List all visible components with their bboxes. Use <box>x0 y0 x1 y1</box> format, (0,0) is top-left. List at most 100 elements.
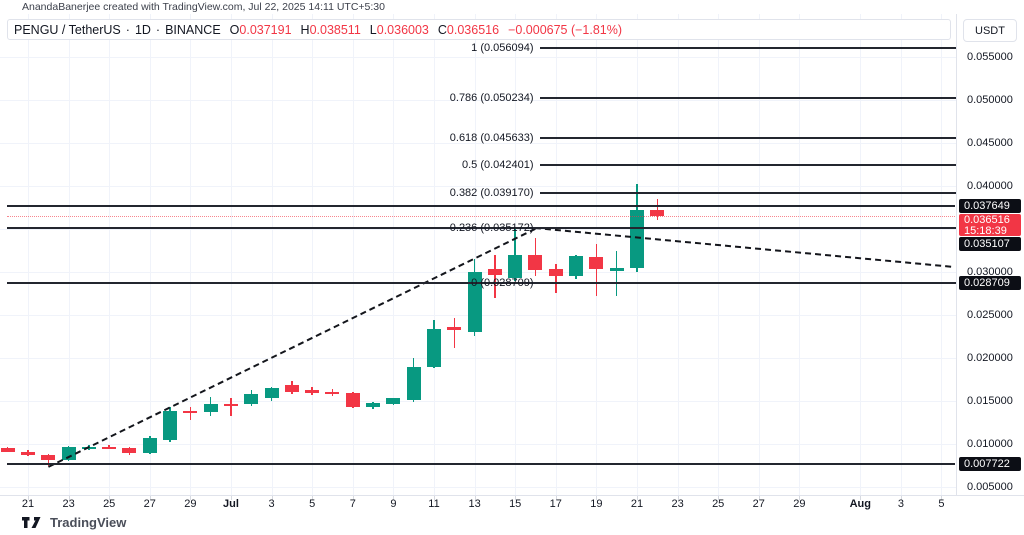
candle-body[interactable] <box>508 254 523 279</box>
candle-body[interactable] <box>406 366 421 401</box>
horizontal-gridline <box>0 229 956 230</box>
legend-close-label: C <box>437 22 447 37</box>
horizontal-gridline <box>0 444 956 445</box>
vertical-gridline <box>677 14 679 495</box>
fib-level-line[interactable] <box>539 46 956 49</box>
fib-level-line[interactable] <box>539 136 956 139</box>
horizontal-price-line[interactable] <box>7 205 955 208</box>
horizontal-price-line[interactable] <box>7 462 955 465</box>
candle-body[interactable] <box>61 447 76 460</box>
candle-body[interactable] <box>548 269 563 277</box>
legend-open-value: 0.037191 <box>239 22 292 37</box>
candle-body[interactable] <box>366 403 381 407</box>
time-axis-label: 27 <box>752 498 765 510</box>
candle-wick <box>453 317 456 348</box>
price-badge: 0.028709 <box>959 276 1021 291</box>
price-axis-label: 0.025000 <box>967 309 1013 321</box>
candle-body[interactable] <box>487 269 502 275</box>
horizontal-gridline <box>0 401 956 402</box>
candle-wick <box>555 264 557 294</box>
candle-body[interactable] <box>102 446 117 449</box>
attribution-text: AnandaBanerjee created with TradingView.… <box>22 1 385 13</box>
time-axis-label: 25 <box>712 498 725 510</box>
candle-body[interactable] <box>264 388 279 399</box>
candle-body[interactable] <box>467 272 482 333</box>
candle-wick <box>230 398 232 416</box>
time-axis-tick <box>860 496 862 500</box>
candle-body[interactable] <box>629 210 644 268</box>
bar-countdown: 15:18:39 <box>964 225 1007 238</box>
candle-body[interactable] <box>0 448 15 452</box>
time-axis-tick <box>271 496 273 500</box>
time-axis-tick <box>474 496 476 500</box>
candle-body[interactable] <box>20 451 35 456</box>
horizontal-gridline <box>0 487 956 488</box>
candle-body[interactable] <box>305 389 320 394</box>
candle-body[interactable] <box>41 455 56 460</box>
time-axis[interactable]: 21 23 25 27 29 Jul 3 5 7 9 11 13 15 17 19 21 23 25 27 29 Aug… <box>0 495 1024 510</box>
time-axis-label: 5 <box>938 498 945 510</box>
fib-level-line[interactable] <box>539 192 956 195</box>
vertical-gridline <box>230 14 232 495</box>
horizontal-gridline <box>0 100 956 101</box>
candle-body[interactable] <box>223 403 238 406</box>
time-axis-tick <box>352 496 354 500</box>
time-axis-label: 15 <box>509 498 522 510</box>
legend: PENGU / TetherUS · 1D · BINANCE O 0.0371… <box>7 19 951 40</box>
currency-toggle-button[interactable]: USDT <box>963 19 1017 42</box>
time-axis-label: 23 <box>62 498 75 510</box>
time-axis-tick <box>677 496 679 500</box>
legend-high-label: H <box>300 22 310 37</box>
price-axis-label: 0.045000 <box>967 137 1013 149</box>
candle-body[interactable] <box>426 328 441 367</box>
candle-body[interactable] <box>122 448 137 454</box>
candle-body[interactable] <box>609 267 624 272</box>
candle-wick <box>47 453 50 466</box>
price-badge-value: 0.037649 <box>964 200 1010 213</box>
tradingview-brand-text: TradingView <box>50 514 127 530</box>
time-axis-tick <box>636 496 638 500</box>
candle-body[interactable] <box>386 398 401 404</box>
candle-body[interactable] <box>203 403 218 412</box>
time-axis-label: 21 <box>21 498 35 510</box>
time-axis-label: 21 <box>630 498 644 510</box>
vertical-gridline <box>352 14 354 495</box>
candle-body[interactable] <box>447 327 462 331</box>
candle-body[interactable] <box>284 384 299 392</box>
price-axis[interactable]: USDT 0.055000 0.050000 0.045000 0.040000 0.0… <box>956 14 1024 495</box>
candle-body[interactable] <box>569 255 584 277</box>
legend-interval: 1D <box>134 22 151 37</box>
fib-level-line[interactable] <box>539 96 956 99</box>
price-badge: 0.007722 <box>959 456 1021 471</box>
horizontal-price-line[interactable] <box>7 227 955 230</box>
candle-body[interactable] <box>528 254 543 271</box>
time-axis-label: 23 <box>671 498 684 510</box>
candle-body[interactable] <box>589 256 604 270</box>
horizontal-gridline <box>0 57 956 58</box>
fib-level-label: 0.382 (0.039170) <box>449 187 534 200</box>
candle-body[interactable] <box>244 394 259 404</box>
candle-body[interactable] <box>650 210 665 216</box>
candle-body[interactable] <box>345 393 360 407</box>
horizontal-price-line[interactable] <box>7 282 955 285</box>
time-axis-tick <box>68 496 70 500</box>
fib-level-line[interactable] <box>539 164 956 167</box>
candle-body[interactable] <box>81 446 96 449</box>
chart-pane[interactable]: 1 (0.056094) 0.786 (0.050234) 0.618 (0.045… <box>0 14 956 495</box>
vertical-gridline <box>68 14 70 495</box>
vertical-gridline <box>860 14 862 495</box>
candle-body[interactable] <box>325 391 340 394</box>
time-axis-tick <box>941 496 943 500</box>
vertical-gridline <box>27 14 29 495</box>
price-axis-label: 0.010000 <box>967 438 1013 450</box>
candle-body[interactable] <box>142 437 157 454</box>
legend-separator: · <box>155 22 161 37</box>
time-axis-label: 3 <box>897 498 904 510</box>
tradingview-brand-link[interactable]: TradingView <box>22 515 126 530</box>
candle-wick <box>514 227 516 281</box>
candle-body[interactable] <box>163 411 178 440</box>
candle-body[interactable] <box>183 411 198 414</box>
trendline[interactable] <box>48 227 537 468</box>
vertical-gridline <box>900 14 902 495</box>
